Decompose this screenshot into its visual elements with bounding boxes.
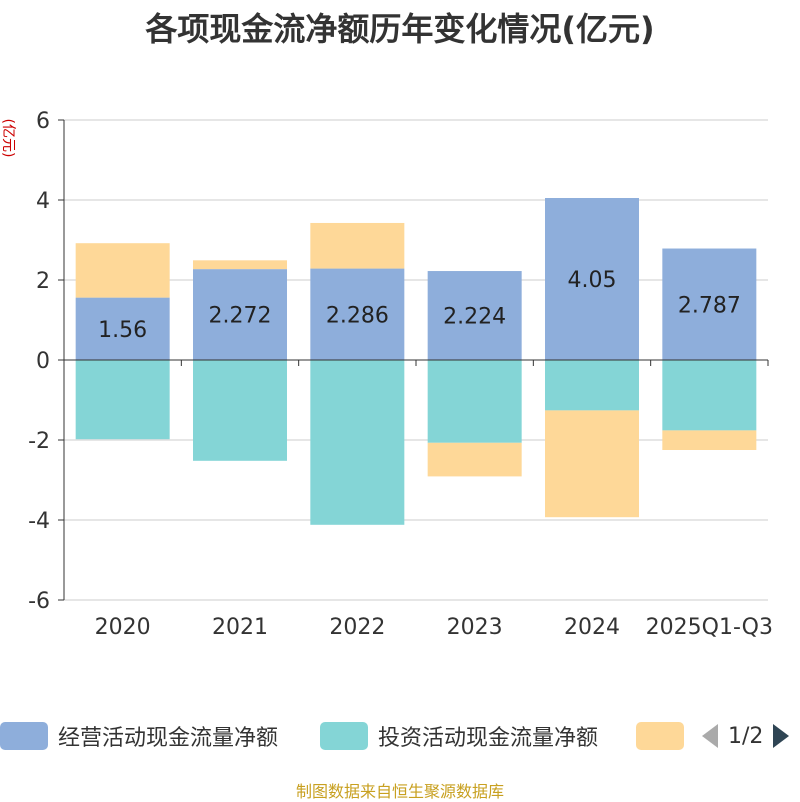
chart-canvas: -6 -4 -2 0 2 4 6 2020 2021 2022 2023 2024 2025Q1-Q3 1…: [28, 109, 773, 640]
y-tick-label: -4: [28, 509, 50, 534]
legend-swatch-investing: [320, 722, 368, 750]
bar-financing-2023: [427, 442, 522, 477]
bar-operating-2024: [545, 198, 639, 360]
data-label-operating: 2.272: [209, 304, 272, 329]
legend-item-operating[interactable]: 经营活动现金流量净额: [0, 716, 278, 756]
bar-operating-2021: [193, 269, 287, 360]
bar-investing-2025Q1-Q3: [662, 360, 757, 431]
legend-label-investing: 投资活动现金流量净额: [378, 726, 599, 751]
x-tick-label: 2025Q1-Q3: [646, 615, 773, 640]
data-label-operating: 4.05: [568, 268, 617, 293]
data-label-operating: 1.56: [98, 318, 147, 343]
y-tick-label: -2: [28, 429, 50, 454]
bar-investing-2022: [310, 360, 405, 525]
bar-financing-2025Q1-Q3: [662, 430, 757, 450]
bar-financing-2020: [75, 243, 170, 298]
legend: 经营活动现金流量净额 投资活动现金流量净额: [0, 716, 800, 756]
bar-investing-2024: [545, 360, 639, 411]
bar-financing-2024: [545, 410, 639, 518]
bar-financing-2021: [193, 260, 287, 270]
legend-item-investing[interactable]: 投资活动现金流量净额: [320, 716, 598, 756]
bar-investing-2023: [427, 360, 522, 443]
x-tick-label: 2023: [447, 615, 503, 640]
x-tick-label: 2024: [564, 615, 620, 640]
source-footer: 制图数据来自恒生聚源数据库: [295, 782, 504, 801]
y-tick-label: 2: [36, 269, 50, 294]
y-tick-label: 0: [36, 349, 50, 374]
bar-operating-2025Q1-Q3: [662, 248, 757, 360]
x-tick-label: 2020: [95, 615, 151, 640]
bar-financing-2022: [310, 222, 405, 269]
bar-operating-2023: [427, 271, 522, 360]
prev-page-icon[interactable]: [700, 722, 720, 750]
x-tick-label: 2021: [212, 615, 268, 640]
bar-investing-2021: [193, 360, 287, 461]
bar-operating-2022: [310, 268, 405, 360]
y-tick-label: 4: [36, 189, 50, 214]
bar-operating-2020: [75, 297, 170, 360]
bar-investing-2020: [75, 360, 170, 440]
legend-item-financing[interactable]: [636, 716, 684, 756]
x-tick-label: 2022: [329, 615, 385, 640]
legend-label-operating: 经营活动现金流量净额: [58, 726, 279, 751]
chart-title: 各项现金流净额历年变化情况(亿元): [145, 10, 655, 48]
legend-page-indicator: 1/2: [728, 723, 764, 749]
y-tick-label: 6: [36, 109, 50, 134]
data-label-operating: 2.787: [678, 293, 741, 318]
data-label-operating: 2.286: [326, 303, 389, 328]
legend-swatch-operating: [0, 722, 48, 750]
legend-pager: 1/2: [700, 716, 791, 756]
y-tick-label: -6: [28, 589, 50, 614]
data-label-operating: 2.224: [443, 305, 506, 330]
legend-swatch-financing: [636, 722, 684, 750]
next-page-icon[interactable]: [771, 722, 791, 750]
